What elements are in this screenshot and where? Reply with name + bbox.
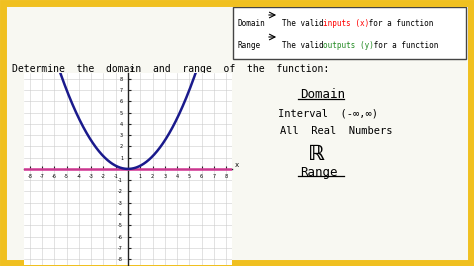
Bar: [233, 7, 466, 59]
Text: inputs (x): inputs (x): [323, 19, 369, 28]
Text: The valid: The valid: [282, 19, 328, 28]
Text: outputs (y): outputs (y): [323, 41, 374, 50]
Text: The valid: The valid: [282, 41, 328, 50]
Text: Determine  the  domain  and  range  of  the  function:: Determine the domain and range of the fu…: [12, 64, 329, 74]
Text: Range: Range: [238, 41, 261, 50]
Text: x: x: [235, 162, 239, 168]
Text: Range: Range: [300, 166, 337, 179]
Text: for a function: for a function: [364, 19, 433, 28]
Text: Domain: Domain: [238, 19, 266, 28]
Text: y: y: [130, 66, 134, 72]
Text: for a function: for a function: [369, 41, 438, 50]
Text: All  Real  Numbers: All Real Numbers: [280, 126, 392, 136]
Text: Domain: Domain: [300, 88, 345, 101]
Text: ℝ: ℝ: [308, 144, 325, 164]
Bar: [53, 58, 61, 66]
Text: Interval  (-∞,∞): Interval (-∞,∞): [278, 108, 378, 118]
Bar: [195, 58, 203, 66]
